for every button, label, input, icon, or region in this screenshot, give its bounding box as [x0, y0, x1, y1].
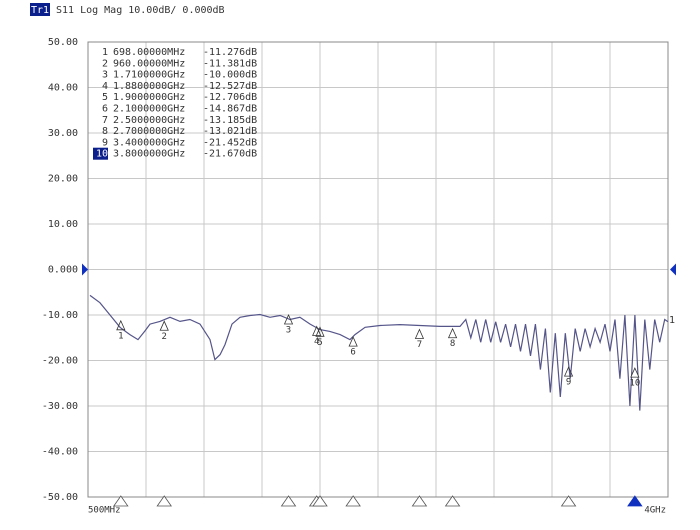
marker-position: [560, 495, 577, 507]
marker-list-number: 1: [102, 47, 108, 58]
marker-position: [444, 495, 461, 507]
marker-list-frequency: 3.4000000GHz: [113, 137, 185, 148]
marker-position: [345, 495, 361, 507]
marker-position: [411, 495, 428, 507]
y-tick-label: -40.00: [42, 447, 78, 458]
marker: [283, 314, 294, 325]
marker-list-frequency: 1.9000000GHz: [113, 92, 185, 103]
marker-list-frequency: 2.7000000GHz: [113, 126, 185, 137]
reference-arrow: [670, 263, 676, 276]
x-tick-label: 500MHz: [88, 506, 121, 516]
y-tick-label: 0.000: [48, 265, 78, 276]
marker-number: 7: [417, 340, 422, 350]
y-tick-label: 50.00: [48, 37, 78, 48]
marker-list-number: 5: [102, 92, 108, 103]
marker: [630, 367, 640, 378]
marker-position: [156, 495, 172, 507]
marker-list-number: 8: [102, 126, 108, 137]
y-tick-label: 30.00: [48, 128, 78, 139]
reference-arrow: [82, 263, 88, 276]
marker-list-frequency: 698.00000MHz: [113, 47, 185, 58]
y-tick-label: -10.00: [42, 310, 78, 321]
marker-list-value: -10.000dB: [203, 70, 257, 81]
marker-position: [627, 495, 643, 507]
marker: [159, 320, 169, 331]
marker-list-number: 4: [102, 81, 108, 92]
trace-badge: [30, 3, 50, 16]
marker-number: 4: [314, 337, 319, 347]
marker-list-frequency: 2.5000000GHz: [113, 115, 185, 126]
marker: [414, 328, 425, 339]
marker-list-value: -21.452dB: [203, 137, 257, 148]
marker-list-value: -13.185dB: [203, 115, 257, 126]
marker-list-value: -12.527dB: [203, 81, 257, 92]
y-tick-label: 20.00: [48, 174, 78, 185]
marker-list-number: 2: [102, 58, 108, 69]
marker-number: 9: [566, 378, 571, 388]
y-tick-label: -50.00: [42, 492, 78, 503]
marker-position: [312, 495, 328, 507]
marker-list-value: -13.021dB: [203, 126, 257, 137]
marker-list-number: 10: [96, 149, 108, 160]
marker: [116, 319, 126, 331]
marker-list-value: -11.276dB: [203, 47, 257, 58]
marker-list-value: -14.867dB: [203, 104, 257, 115]
marker-number: 6: [350, 348, 355, 358]
y-tick-label: -30.00: [42, 401, 78, 412]
chart-title: S11 Log Mag 10.00dB/ 0.000dB: [56, 5, 225, 16]
marker: [563, 366, 574, 377]
marker-position: [280, 495, 297, 507]
marker-list-number: 6: [102, 104, 108, 115]
trace-end-label: 1: [669, 315, 675, 326]
marker: [348, 336, 358, 347]
marker-list-number: 7: [102, 115, 108, 126]
y-tick-label: 40.00: [48, 83, 78, 94]
marker-list-value: -21.670dB: [203, 149, 257, 160]
marker-number: 10: [629, 379, 640, 389]
x-tick-label: 4GHz: [644, 506, 666, 516]
marker-number: 8: [450, 339, 455, 349]
marker-list-frequency: 1.7100000GHz: [113, 70, 185, 81]
y-tick-label: 10.00: [48, 219, 78, 230]
y-tick-label: -20.00: [42, 356, 78, 367]
marker-list-frequency: 2.1000000GHz: [113, 104, 185, 115]
marker-number: 5: [317, 338, 322, 348]
marker-position: [113, 495, 129, 507]
marker-number: 3: [286, 326, 291, 336]
marker-list-frequency: 3.8000000GHz: [113, 149, 185, 160]
marker-list-value: -11.381dB: [203, 58, 257, 69]
marker-list-number: 9: [102, 137, 108, 148]
marker: [315, 326, 325, 337]
trace-label: Tr1: [31, 5, 49, 16]
active-marker-badge: [93, 147, 108, 160]
marker-list-frequency: 1.8800000GHz: [113, 81, 185, 92]
marker-number: 2: [162, 332, 167, 342]
trace: [89, 294, 669, 411]
marker-list-value: -12.706dB: [203, 92, 257, 103]
marker-number: 1: [118, 331, 123, 341]
marker-list-frequency: 960.00000MHz: [113, 58, 185, 69]
marker: [447, 327, 458, 339]
marker-list-number: 3: [102, 70, 108, 81]
